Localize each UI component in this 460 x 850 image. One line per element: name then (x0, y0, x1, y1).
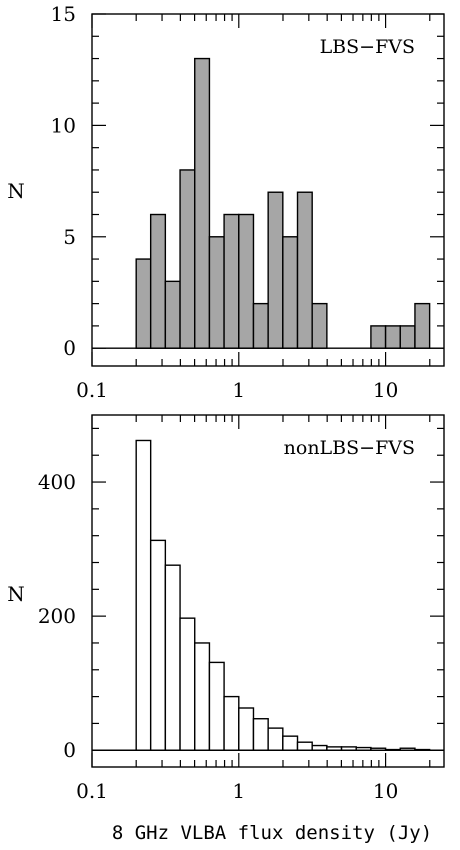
histogram-bar (151, 215, 166, 349)
histogram-bar (268, 728, 283, 750)
y-tick-label: 0 (63, 336, 76, 360)
x-tick-label: 1 (232, 779, 245, 803)
panel-lbs-fvs: 0.1 1 10 0 5 10 15 N LBS−FVS (7, 2, 444, 402)
y-tick-label: 15 (51, 2, 76, 26)
histogram-bar (180, 170, 195, 348)
x-tick-label: 0.1 (76, 378, 108, 402)
histogram-bar (165, 565, 180, 750)
histogram-bar (195, 59, 210, 349)
histogram-bar (253, 304, 268, 349)
y-axis-label: N (7, 582, 25, 606)
y-tick-label: 200 (38, 604, 76, 628)
histogram-bar (371, 326, 386, 348)
x-axis-label: 8 GHz VLBA flux density (Jy) (112, 822, 432, 844)
histogram-bar (151, 540, 166, 750)
histogram-bar (165, 281, 180, 348)
y-tick-label: 0 (63, 738, 76, 762)
y-tick-label: 400 (38, 470, 76, 494)
histogram-bar (298, 192, 313, 348)
histogram-bar (312, 746, 327, 751)
panel-title: nonLBS−FVS (284, 437, 415, 459)
histogram-bar (400, 326, 415, 348)
histogram-bar (268, 192, 283, 348)
histogram-bar (312, 304, 327, 349)
histogram-bar (283, 736, 298, 750)
x-tick-label: 1 (232, 378, 245, 402)
histogram-bar (253, 719, 268, 751)
histogram-bar (195, 643, 210, 750)
histogram-bar (298, 742, 313, 750)
y-tick-label: 10 (51, 113, 76, 137)
histogram-bar (239, 708, 254, 750)
histogram-bar (224, 215, 239, 349)
histogram-bar (209, 237, 224, 348)
x-tick-label: 10 (373, 378, 398, 402)
histogram-bar (209, 662, 224, 750)
y-axis-label: N (7, 179, 25, 203)
x-tick-label: 10 (373, 779, 398, 803)
histogram-bar (415, 304, 430, 349)
histogram-bar (136, 259, 150, 348)
y-tick-label: 5 (63, 225, 76, 249)
histogram-bar (283, 237, 298, 348)
histogram-bar (386, 326, 401, 348)
histogram-bar (239, 215, 254, 349)
panel-title: LBS−FVS (320, 36, 415, 58)
x-tick-label: 0.1 (76, 779, 108, 803)
histogram-bar (180, 618, 195, 750)
histogram-bar (136, 440, 150, 750)
histogram-bar (224, 697, 239, 751)
